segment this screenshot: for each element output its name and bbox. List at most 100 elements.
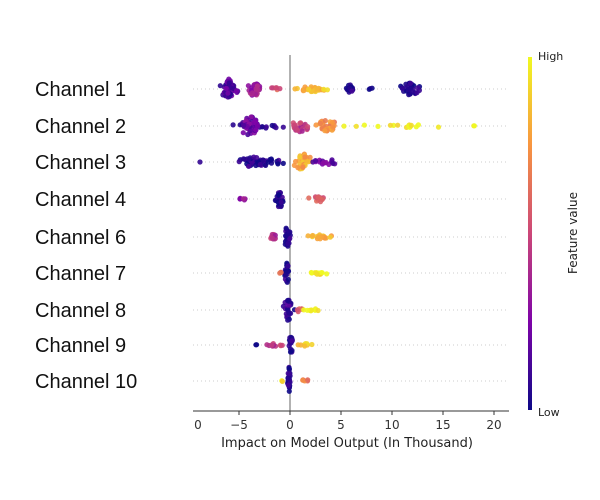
shap-dot	[315, 194, 321, 200]
shap-dot	[246, 163, 252, 169]
shap-dot	[253, 127, 259, 133]
shap-dot	[330, 124, 336, 130]
colorbar-high-label: High	[538, 50, 563, 63]
shap-dot	[263, 124, 269, 130]
shap-dot	[285, 297, 291, 304]
shap-dot	[302, 343, 308, 349]
shap-dot	[253, 86, 259, 92]
feature-label: Channel 8	[35, 300, 126, 322]
shap-dot	[329, 119, 335, 125]
shap-dot	[240, 130, 246, 136]
shap-dot	[295, 165, 301, 171]
shap-dot	[294, 307, 300, 313]
shap-dot	[285, 375, 291, 381]
shap-dot	[226, 80, 232, 86]
shap-dot	[300, 377, 306, 383]
shap-dot	[197, 159, 203, 165]
shap-dot	[255, 123, 261, 129]
shap-dot	[278, 203, 284, 210]
shap-dot	[269, 85, 275, 91]
shap-dot	[312, 158, 319, 164]
feature-rows: Channel 1 Channel 2 Channel 3 Channel 4 Chan…	[35, 79, 509, 393]
x-tick-label: 15	[435, 418, 450, 432]
shap-dot	[241, 122, 247, 128]
shap-dot	[268, 156, 274, 162]
shap-dot	[305, 124, 311, 130]
colorbar-title: Feature value	[566, 192, 580, 274]
feature-label: Channel 2	[35, 116, 126, 138]
shap-dot	[286, 365, 292, 371]
shap-dot	[293, 158, 299, 165]
x-tick-label: 0	[286, 418, 294, 432]
colorbar-low-label: Low	[538, 406, 560, 419]
shap-dot	[269, 235, 275, 241]
shap-dot	[375, 123, 381, 129]
shap-dot	[324, 271, 330, 277]
shap-dot	[407, 80, 414, 86]
shap-dot	[321, 86, 327, 92]
feature-label: Channel 4	[35, 189, 126, 211]
shap-dot	[277, 86, 283, 92]
shap-dot	[217, 83, 223, 89]
shap-dot	[280, 124, 286, 130]
x-ticks: 0 −5 0 5 10 15 20	[194, 411, 502, 432]
dots	[197, 76, 477, 394]
shap-dot	[240, 196, 246, 202]
shap-dot	[320, 160, 327, 166]
shap-dot	[251, 154, 257, 160]
shap-dot	[285, 241, 291, 247]
shap-dot	[414, 90, 420, 96]
feature-label: Channel 9	[35, 335, 126, 357]
shap-dot	[395, 122, 401, 128]
shap-dot	[408, 122, 414, 128]
shap-dot	[279, 342, 285, 348]
x-tick-label: 0	[194, 418, 202, 432]
x-tick-label: 5	[337, 418, 345, 432]
shap-dot	[240, 156, 247, 162]
shap-dot	[349, 88, 355, 94]
x-tick-label: 10	[384, 418, 399, 432]
shap-dot	[269, 122, 275, 129]
shap-dot	[317, 120, 323, 126]
shap-dot	[300, 164, 306, 170]
shap-dot	[306, 86, 312, 92]
shap-dot	[295, 342, 301, 348]
shap-dot	[297, 120, 303, 126]
shap-dot	[319, 270, 325, 276]
shap-dot	[279, 378, 285, 384]
shap-dot	[289, 338, 295, 344]
shap-dot	[247, 128, 253, 134]
shap-dot	[279, 194, 285, 200]
shap-dot	[387, 122, 393, 128]
shap-dot	[223, 85, 229, 91]
shap-dot	[283, 232, 289, 238]
shap-dot	[415, 122, 421, 128]
feature-label: Channel 10	[35, 371, 137, 393]
shap-dot	[302, 154, 308, 160]
shap-dot	[234, 88, 240, 94]
shap-dot	[308, 307, 314, 313]
shap-dot	[415, 85, 421, 91]
x-tick-label: −5	[230, 418, 248, 432]
shap-dot	[322, 128, 328, 134]
shap-dot	[305, 233, 311, 239]
shap-dot	[435, 124, 442, 130]
shap-dot	[305, 377, 311, 383]
shap-dot	[410, 89, 416, 95]
shap-dot	[310, 232, 316, 239]
shap-dot	[307, 154, 313, 160]
shap-dot	[250, 120, 256, 126]
shap-dot	[245, 131, 251, 138]
shap-dot	[341, 123, 347, 129]
shap-dot	[277, 270, 283, 276]
shap-dot	[285, 263, 291, 269]
shap-dot	[259, 124, 265, 130]
shap-dot	[280, 160, 286, 166]
shap-dot	[294, 127, 300, 133]
shap-dot	[353, 123, 359, 129]
shap-dot	[292, 86, 298, 92]
shap-dot	[275, 161, 281, 167]
shap-dot	[276, 192, 282, 198]
shap-dot	[315, 307, 321, 314]
shap-dot	[361, 122, 367, 128]
